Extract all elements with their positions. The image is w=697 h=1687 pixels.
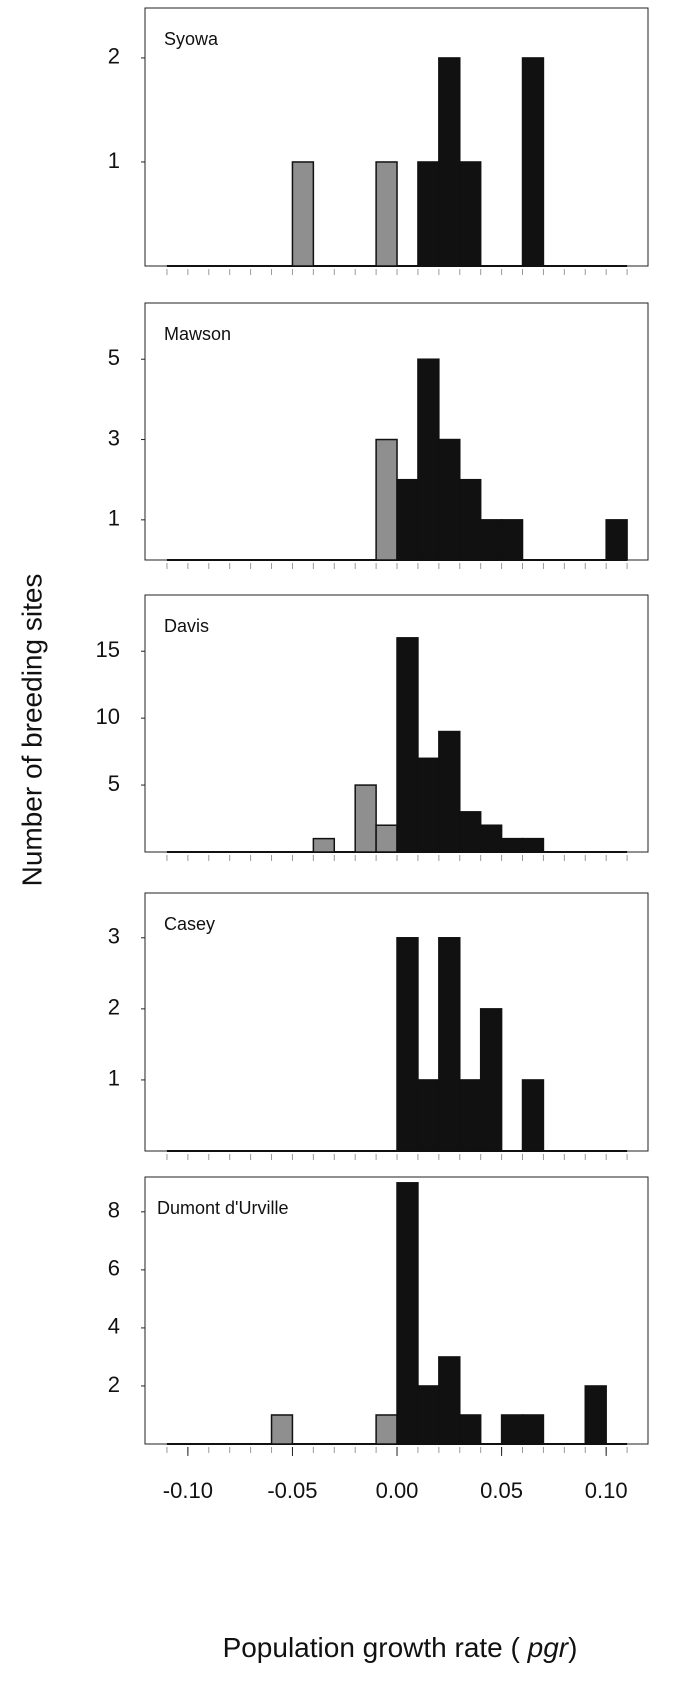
histogram-bar (396, 937, 419, 1152)
histogram-bar (417, 161, 440, 267)
histogram-bar (438, 57, 461, 267)
histogram-bar (459, 811, 482, 853)
y-tick-label: 3 (108, 924, 120, 949)
histogram-bar (605, 519, 628, 561)
y-tick-label: 2 (108, 995, 120, 1020)
histogram-bar (375, 1414, 398, 1445)
y-tick-label: 8 (108, 1198, 120, 1223)
histogram-bar (521, 57, 545, 267)
histogram-bar (459, 478, 482, 561)
panel-title: Casey (164, 914, 215, 934)
x-axis-label-text: ) (568, 1632, 577, 1663)
x-tick-label: 0.00 (376, 1478, 419, 1503)
x-axis-label-symbol: pgr (527, 1632, 570, 1663)
histogram-bar (417, 757, 440, 853)
histogram-bar (354, 784, 377, 853)
y-axis-label: Number of breeding sites (16, 574, 47, 887)
histogram-bar (396, 637, 419, 853)
histogram-bar (479, 1008, 503, 1152)
y-tick-label: 15 (96, 637, 120, 662)
histogram-bar (417, 1079, 440, 1152)
y-tick-label: 1 (108, 506, 120, 531)
panel-title: Syowa (164, 29, 219, 49)
histogram-bar (584, 1385, 607, 1445)
histogram-bar (459, 161, 482, 267)
panel-title: Dumont d'Urville (157, 1198, 288, 1218)
y-tick-label: 3 (108, 425, 120, 450)
histogram-bar (396, 1182, 419, 1445)
y-tick-label: 10 (96, 704, 120, 729)
y-tick-label: 4 (108, 1314, 120, 1339)
y-tick-label: 5 (108, 771, 120, 796)
histogram-bar (479, 519, 503, 561)
histogram-bar (500, 837, 524, 853)
histogram-bar (479, 824, 503, 853)
histogram-bar (417, 1385, 440, 1445)
x-tick-label: 0.10 (585, 1478, 628, 1503)
y-tick-label: 5 (108, 345, 120, 370)
panel-title: Mawson (164, 324, 231, 344)
histogram-bar (438, 730, 461, 853)
histogram-bar (459, 1079, 482, 1152)
histogram-bar (417, 358, 440, 561)
histogram-bar (375, 161, 398, 267)
x-tick-label: -0.05 (267, 1478, 317, 1503)
histogram-bar (438, 1356, 461, 1445)
y-tick-label: 6 (108, 1256, 120, 1281)
x-axis-label-text: Population growth rate ( (223, 1632, 528, 1663)
histogram-bar (521, 837, 545, 853)
histogram-bar (270, 1414, 294, 1445)
y-tick-label: 2 (108, 1372, 120, 1397)
histogram-bar (438, 937, 461, 1152)
histogram-bar (459, 1414, 482, 1445)
histogram-bar (396, 478, 419, 561)
histogram-bar (500, 519, 524, 561)
histogram-bar (375, 824, 398, 853)
histogram-bar (521, 1414, 545, 1445)
histogram-bar (500, 1414, 524, 1445)
histogram-bar (375, 438, 398, 561)
panel-title: Davis (164, 616, 209, 636)
histogram-bar (438, 438, 461, 561)
x-axis-label: Population growth rate ( pgr) (223, 1632, 578, 1663)
y-tick-label: 1 (108, 148, 120, 173)
y-tick-label: 2 (108, 44, 120, 69)
y-tick-label: 1 (108, 1066, 120, 1091)
histogram-bar (312, 837, 336, 853)
histogram-bar (291, 161, 315, 267)
x-tick-label: 0.05 (480, 1478, 523, 1503)
histogram-bar (521, 1079, 545, 1152)
x-tick-label: -0.10 (163, 1478, 213, 1503)
